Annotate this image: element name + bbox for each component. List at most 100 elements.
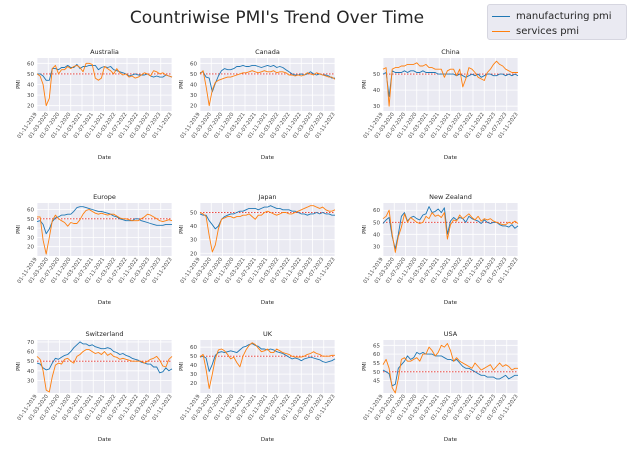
- series-line-manufacturing: [382, 70, 519, 97]
- legend-label-services: services pmi: [516, 25, 580, 37]
- y-axis-label: PMI: [179, 362, 185, 371]
- y-axis-label: PMI: [16, 362, 22, 371]
- y-tick-label: 60: [27, 208, 34, 214]
- series-line-services: [36, 62, 173, 107]
- y-tick-label: 30: [373, 244, 380, 250]
- subplot-title: Australia: [90, 48, 119, 56]
- y-tick-label: 40: [190, 83, 197, 89]
- legend-swatch-manufacturing: [492, 15, 510, 17]
- x-axis-label: Date: [261, 155, 275, 161]
- legend: manufacturing pmi services pmi: [487, 4, 627, 40]
- y-tick-label: 60: [373, 352, 380, 358]
- subplot-europe: 203040506001-11-201901-03-202001-07-2020…: [16, 193, 174, 306]
- y-tick-label: 60: [373, 208, 380, 214]
- subplot-usa: 455055606501-11-201901-03-202001-07-2020…: [362, 330, 520, 443]
- legend-swatch-services: [492, 30, 510, 32]
- x-axis-label: Date: [261, 437, 275, 443]
- x-axis-label: Date: [98, 300, 112, 306]
- subplot-title: China: [441, 48, 460, 56]
- y-tick-label: 70: [27, 340, 34, 346]
- subplot-uk: 203040506001-11-201901-03-202001-07-2020…: [179, 330, 337, 443]
- series-line-services: [199, 342, 335, 389]
- subplot-title: Switzerland: [86, 330, 124, 338]
- x-axis-label: Date: [98, 437, 112, 443]
- y-tick-label: 60: [27, 350, 34, 356]
- x-axis-label: Date: [444, 437, 458, 443]
- series-line-services: [199, 205, 336, 253]
- y-tick-label: 50: [373, 72, 380, 78]
- y-tick-label: 65: [373, 343, 380, 349]
- y-axis-label: PMI: [179, 225, 185, 234]
- y-tick-label: 30: [190, 238, 197, 244]
- y-tick-label: 20: [190, 251, 197, 257]
- subplot-switzerland: 304050607001-11-201901-03-202001-07-2020…: [16, 330, 174, 443]
- subplot-title: UK: [263, 330, 273, 338]
- y-tick-label: 40: [190, 224, 197, 230]
- series-line-services: [37, 209, 173, 255]
- series-line-services: [382, 209, 519, 253]
- subplot-japan: 2030405001-11-201901-03-202001-07-202001…: [179, 193, 337, 306]
- x-axis-label: Date: [98, 155, 112, 161]
- y-tick-label: 20: [27, 104, 34, 110]
- y-tick-label: 50: [190, 72, 197, 78]
- y-axis-label: PMI: [362, 225, 368, 234]
- y-tick-label: 50: [190, 211, 197, 217]
- y-tick-label: 40: [190, 363, 197, 369]
- x-axis-label: Date: [444, 300, 458, 306]
- series-line-manufacturing: [36, 341, 173, 374]
- subplot-title: USA: [444, 330, 458, 338]
- legend-label-manufacturing: manufacturing pmi: [516, 10, 612, 22]
- y-axis-label: PMI: [362, 362, 368, 371]
- y-tick-label: 50: [27, 217, 34, 223]
- series-line-manufacturing: [36, 206, 172, 235]
- y-tick-label: 20: [190, 381, 197, 387]
- y-tick-label: 40: [27, 83, 34, 89]
- series-line-services: [199, 70, 336, 107]
- subplot-title: New Zealand: [429, 193, 472, 201]
- subplot-australia: 203040506001-11-201901-03-202001-07-2020…: [16, 48, 174, 161]
- y-tick-label: 20: [27, 245, 34, 251]
- x-axis-label: Date: [444, 155, 458, 161]
- legend-item-services: services pmi: [492, 24, 579, 38]
- y-tick-label: 30: [27, 235, 34, 241]
- subplot-canada: 203040506001-11-201901-03-202001-07-2020…: [179, 48, 337, 161]
- y-tick-label: 55: [373, 361, 380, 367]
- y-tick-label: 40: [373, 88, 380, 94]
- y-tick-label: 40: [27, 226, 34, 232]
- y-tick-label: 30: [27, 93, 34, 99]
- y-tick-label: 60: [190, 61, 197, 67]
- y-tick-label: 45: [373, 379, 380, 385]
- subplot-new-zealand: 3040506001-11-201901-03-202001-07-202001…: [362, 193, 520, 306]
- subplot-title: Europe: [93, 193, 116, 201]
- series-line-services: [382, 60, 518, 107]
- y-axis-label: PMI: [179, 80, 185, 89]
- y-tick-label: 30: [190, 93, 197, 99]
- y-tick-label: 50: [190, 354, 197, 360]
- series-line-manufacturing: [199, 64, 335, 93]
- y-tick-label: 30: [373, 104, 380, 110]
- y-tick-label: 50: [27, 72, 34, 78]
- series-line-manufacturing: [199, 343, 336, 372]
- series-line-services: [382, 343, 518, 394]
- legend-item-manufacturing: manufacturing pmi: [492, 9, 612, 23]
- figure-title: Countriwise PMI's Trend Over Time: [129, 8, 425, 28]
- series-line-services: [36, 349, 173, 393]
- y-tick-label: 40: [373, 232, 380, 238]
- y-tick-label: 20: [190, 104, 197, 110]
- subplot-title: Japan: [257, 193, 276, 201]
- y-tick-label: 50: [27, 359, 34, 365]
- subplot-china: 30405001-11-201901-03-202001-07-202001-1…: [362, 48, 520, 161]
- y-tick-label: 30: [27, 378, 34, 384]
- y-axis-label: PMI: [362, 80, 368, 89]
- y-tick-label: 60: [27, 61, 34, 67]
- y-tick-label: 40: [27, 369, 34, 375]
- subplot-title: Canada: [255, 48, 280, 56]
- y-axis-label: PMI: [16, 80, 22, 89]
- y-tick-label: 50: [373, 370, 380, 376]
- y-axis-label: PMI: [16, 225, 22, 234]
- y-tick-label: 60: [190, 345, 197, 351]
- y-tick-label: 30: [190, 372, 197, 378]
- x-axis-label: Date: [261, 300, 275, 306]
- y-tick-label: 50: [373, 220, 380, 226]
